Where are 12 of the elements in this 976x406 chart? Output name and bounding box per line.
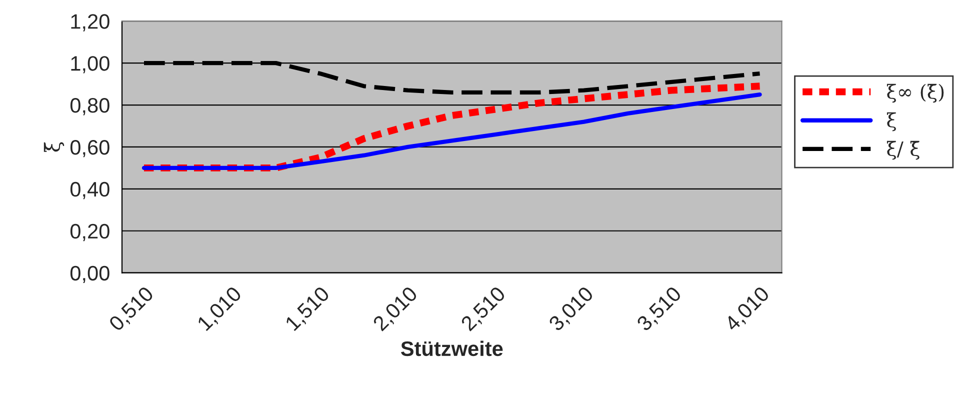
legend-label: ξ — [886, 112, 896, 132]
y-tick-label: 0,40 — [70, 182, 110, 200]
y-axis-title: ξ̄ — [44, 142, 64, 152]
x-axis-title: Stützweite — [400, 340, 503, 356]
legend-label: ξ∞ (ξ̄) — [886, 84, 944, 103]
y-tick-label: 0,80 — [70, 98, 110, 116]
y-tick-label: 1,20 — [71, 14, 110, 32]
y-tick-label: 1,00 — [71, 56, 110, 74]
y-tick-label: 0,00 — [70, 266, 110, 284]
y-tick-label: 0,20 — [70, 224, 110, 242]
legend-label: ξ/ ξ̄ — [886, 140, 920, 160]
y-tick-label: 0,60 — [70, 140, 110, 158]
